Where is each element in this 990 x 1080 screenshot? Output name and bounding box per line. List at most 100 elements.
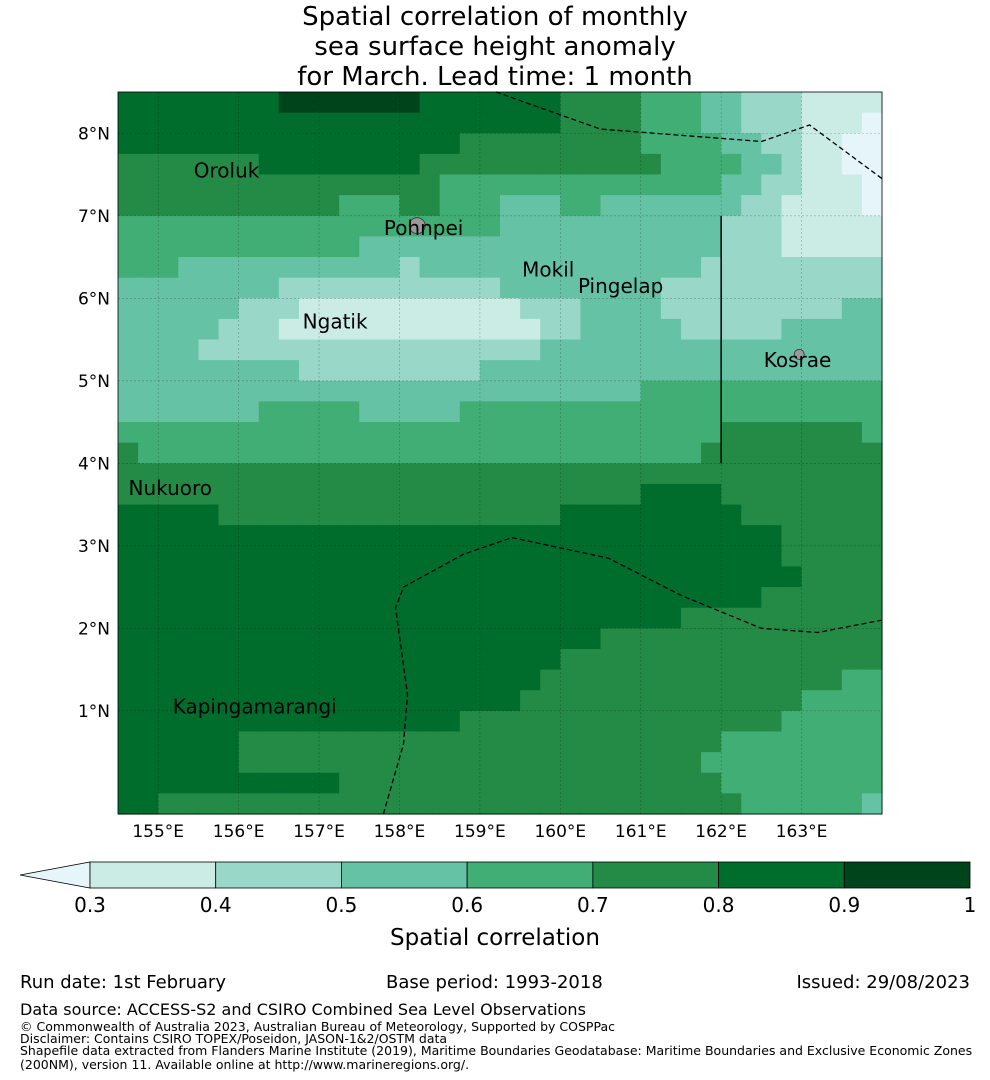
grid-cell — [821, 587, 843, 609]
grid-cell — [781, 92, 803, 114]
grid-cell — [459, 112, 481, 134]
grid-cell — [540, 504, 561, 526]
grid-cell — [640, 648, 662, 671]
grid-cell — [118, 257, 139, 279]
grid-cell — [680, 752, 702, 774]
grid-cell — [841, 215, 863, 237]
grid-cell — [761, 669, 783, 691]
grid-cell — [178, 298, 200, 320]
grid-cell — [701, 112, 722, 134]
lon-tick-label: 161°E — [615, 822, 667, 842]
grid-cell — [419, 236, 441, 258]
grid-cell — [118, 298, 139, 320]
grid-cell — [118, 422, 139, 444]
grid-cell — [540, 669, 561, 691]
grid-cell — [359, 566, 380, 588]
grid-cell — [238, 731, 260, 753]
grid-cell — [560, 92, 582, 114]
grid-cell — [399, 277, 421, 299]
grid-cell — [500, 401, 521, 423]
grid-cell — [500, 174, 521, 196]
grid-cell — [158, 195, 179, 217]
grid-cell — [721, 360, 742, 382]
grid-cell — [680, 422, 702, 444]
grid-cell — [640, 318, 662, 341]
grid-cell — [861, 545, 883, 568]
lat-tick-label: 1°N — [78, 702, 110, 722]
grid-cell — [721, 545, 742, 568]
grid-cell — [600, 607, 622, 629]
grid-cell — [379, 401, 401, 423]
grid-cell — [781, 133, 803, 155]
grid-cell — [520, 463, 541, 485]
grid-cell — [118, 339, 139, 361]
grid-cell — [459, 793, 481, 815]
grid-cell — [861, 442, 883, 464]
grid-cell — [339, 277, 360, 299]
lon-tick-label: 158°E — [374, 822, 426, 842]
grid-cell — [158, 401, 179, 423]
grid-cell — [419, 339, 441, 361]
grid-cell — [520, 442, 541, 464]
shapefile-credit-2: (200NM), version 11. Available online at… — [20, 1057, 470, 1072]
grid-cell — [540, 607, 561, 629]
grid-cell — [258, 112, 280, 134]
place-label: Pingelap — [578, 274, 663, 298]
grid-cell — [118, 92, 139, 114]
grid-cell — [580, 401, 602, 423]
grid-cell — [339, 92, 360, 114]
grid-cell — [821, 504, 843, 526]
grid-cell — [680, 133, 702, 155]
grid-cell — [118, 195, 139, 217]
grid-cell — [701, 793, 722, 815]
grid-cell — [560, 731, 582, 753]
grid-cell — [339, 752, 360, 774]
grid-cell — [600, 690, 622, 712]
grid-cell — [138, 112, 159, 134]
grid-cell — [258, 339, 280, 361]
grid-cell — [178, 669, 200, 691]
grid-cell — [821, 112, 843, 134]
grid-cell — [138, 174, 159, 196]
grid-cell — [238, 236, 260, 258]
grid-cell — [861, 463, 883, 485]
grid-cell — [138, 318, 159, 341]
grid-cell — [680, 257, 702, 279]
grid-cell — [801, 710, 823, 733]
grid-cell — [218, 360, 240, 382]
grid-cell — [459, 525, 481, 547]
grid-cell — [359, 587, 380, 609]
grid-cell — [459, 153, 481, 176]
grid-cell — [701, 772, 722, 794]
grid-cell — [459, 318, 481, 341]
grid-cell — [620, 360, 642, 382]
grid-cell — [479, 772, 501, 794]
grid-cell — [379, 648, 401, 671]
grid-cell — [861, 133, 883, 155]
grid-cell — [439, 195, 461, 217]
grid-cell — [580, 690, 602, 712]
grid-cell — [118, 752, 139, 774]
grid-cell — [118, 236, 139, 258]
grid-cell — [218, 133, 240, 155]
grid-cell — [841, 566, 863, 588]
grid-cell — [399, 566, 421, 588]
grid-cell — [419, 587, 441, 609]
grid-cell — [801, 504, 823, 526]
grid-cell — [479, 133, 501, 155]
grid-cell — [560, 566, 582, 588]
grid-cell — [459, 360, 481, 382]
disclaimer: Disclaimer: Contains CSIRO TOPEX/Poseido… — [20, 1031, 448, 1046]
grid-cell — [560, 236, 582, 258]
grid-cell — [158, 587, 179, 609]
grid-cell — [459, 504, 481, 526]
grid-cell — [339, 566, 360, 588]
grid-cell — [399, 752, 421, 774]
grid-cell — [198, 339, 220, 361]
grid-cell — [761, 422, 783, 444]
grid-cell — [660, 483, 682, 506]
grid-cell — [540, 92, 561, 114]
grid-cell — [620, 752, 642, 774]
grid-cell — [178, 277, 200, 299]
grid-cell — [359, 442, 380, 464]
